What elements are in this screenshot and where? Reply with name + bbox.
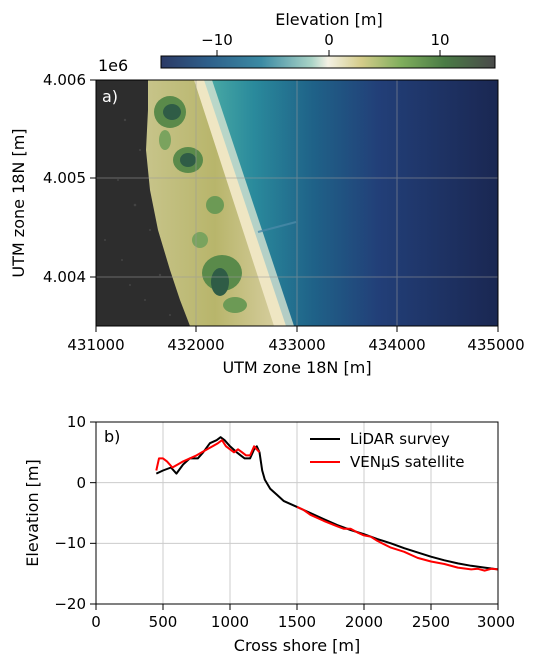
colorbar-tick-label: 10 [430,31,449,49]
series-line-venus [296,505,498,572]
panel-a-xtick-label: 433000 [268,336,325,354]
panel-a-ylabel: UTM zone 18N [m] [9,128,28,277]
panel-b-ytick-label: −10 [54,534,86,552]
panel-b-xtick-label: 1000 [211,613,249,631]
panel-b-xtick-label: 2000 [345,613,383,631]
panel-a-ytick-label: 4.004 [43,268,86,286]
panel-a-map [96,80,498,326]
panel-a-tag: a) [102,87,118,106]
colorbar [160,55,496,69]
panel-b-ytick-label: 10 [67,413,86,431]
legend: LiDAR survey VENµS satellite [310,430,465,471]
panel-b-ylabel: Elevation [m] [23,459,42,566]
panel-a-xtick-label: 431000 [67,336,124,354]
panel-b-xtick-label: 0 [91,613,101,631]
panel-a-xtick-label: 432000 [167,336,224,354]
panel-b-xtick-label: 2500 [412,613,450,631]
panel-b-ticks: 0 500 1000 1500 2000 2500 3000 10 0 −10 … [54,413,515,631]
panel-a-ytick-label: 4.005 [43,169,86,187]
panel-a-ytick-label: 4.006 [43,71,86,89]
panel-a-xlabel: UTM zone 18N [m] [222,358,371,377]
panel-a-offset-label: 1e6 [98,56,128,75]
panel-a-xtick-label: 435000 [467,336,524,354]
colorbar-tick-label: −10 [201,31,233,49]
panel-b-tag: b) [104,427,120,446]
colorbar-tick-label: 0 [324,31,334,49]
map-vegetation [154,96,247,313]
map-speckle [104,94,171,316]
panel-a-xticks: 431000 432000 433000 434000 435000 [67,326,525,354]
panel-b-plot [155,436,498,572]
map-beach [194,80,286,326]
series-line-venus [155,439,261,471]
legend-label-lidar: LiDAR survey [350,430,450,448]
panel-a-xtick-label: 434000 [368,336,425,354]
panel-a-yticks: 4.006 4.005 4.004 [43,71,96,286]
panel-b-ytick-label: 0 [76,474,86,492]
colorbar-label: Elevation [m] [275,10,382,29]
panel-b-xtick-label: 500 [149,613,178,631]
panel-b-xtick-label: 1500 [278,613,316,631]
panel-a-grid [96,80,498,326]
panel-b-xlabel: Cross shore [m] [234,636,360,655]
panel-b-grid [95,421,499,605]
panel-b-ytick-label: −20 [54,595,86,613]
map-sea [200,80,498,326]
panel-b-xtick-label: 3000 [477,613,515,631]
legend-label-venus: VENµS satellite [350,453,465,471]
colorbar-ticks: −10 0 10 [201,31,450,56]
